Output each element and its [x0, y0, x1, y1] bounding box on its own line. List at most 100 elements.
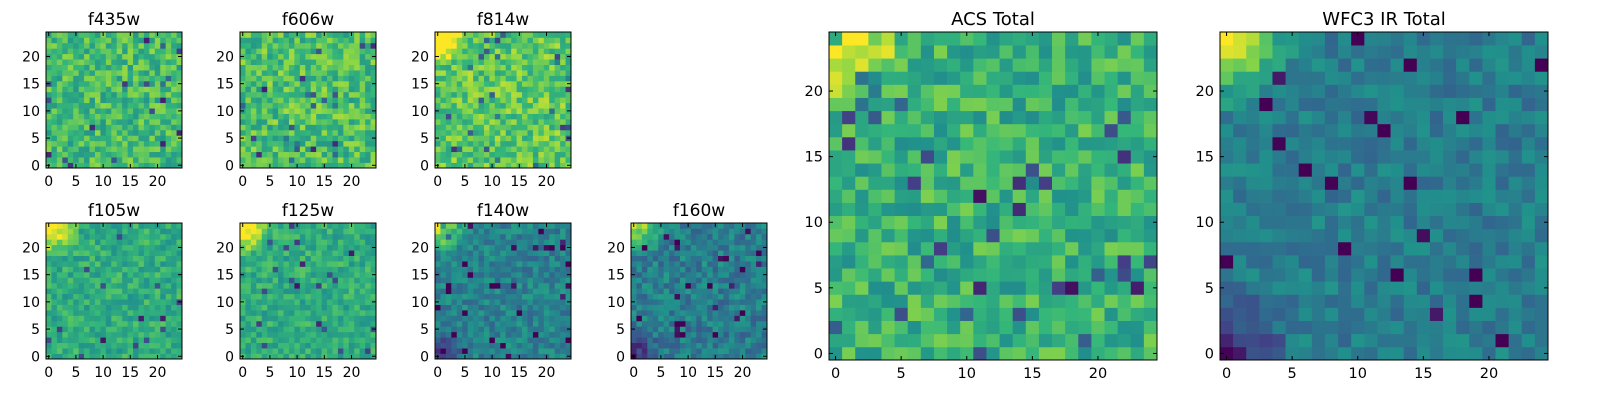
heatmap-cell	[462, 266, 468, 273]
heatmap-cell	[359, 64, 366, 71]
heatmap-cell	[456, 271, 463, 278]
heatmap-cell	[165, 129, 172, 136]
heatmap-cell	[1104, 215, 1118, 230]
heatmap-cell	[272, 70, 279, 76]
heatmap-cell	[256, 320, 263, 327]
heatmap-cell	[256, 288, 263, 295]
heatmap-cell	[960, 150, 974, 164]
heatmap-cell	[171, 37, 177, 44]
heatmap-cell	[261, 304, 268, 311]
heatmap-cell	[483, 102, 490, 109]
heatmap-cell	[138, 113, 145, 120]
heatmap-cell	[894, 255, 909, 269]
heatmap-cell	[920, 228, 935, 243]
heatmap-cell	[240, 320, 246, 327]
heatmap-cell	[245, 157, 252, 163]
heatmap-cell	[554, 64, 561, 71]
heatmap-cell	[294, 304, 301, 311]
heatmap-cell	[272, 266, 279, 273]
heatmap-cell	[440, 250, 447, 256]
heatmap-cell	[67, 42, 74, 49]
heatmap-cell	[489, 239, 496, 246]
heatmap-cell	[245, 151, 252, 158]
heatmap-cell	[907, 202, 922, 217]
heatmap-cell	[327, 293, 333, 300]
heatmap-cell	[723, 228, 730, 235]
heatmap-cell	[1025, 320, 1040, 335]
heatmap-cell	[658, 326, 664, 333]
heatmap-cell	[881, 150, 895, 164]
heatmap-cell	[652, 266, 659, 273]
heatmap-cell	[1065, 346, 1079, 361]
heatmap-cell	[89, 337, 96, 344]
heatmap-cell	[310, 119, 317, 125]
heatmap-cell	[494, 53, 501, 60]
heatmap-cell	[94, 261, 101, 267]
heatmap-cell	[855, 241, 869, 256]
heatmap-cell	[133, 80, 139, 87]
heatmap-cell	[165, 261, 172, 267]
heatmap-cell	[560, 119, 566, 125]
heatmap-cell	[160, 348, 167, 354]
heatmap-cell	[288, 64, 295, 71]
heatmap-cell	[51, 342, 58, 349]
heatmap-cell	[89, 42, 96, 49]
heatmap-cell	[294, 59, 301, 65]
heatmap-cell	[143, 146, 150, 153]
heatmap-cell	[973, 294, 987, 308]
heatmap-cell	[305, 70, 312, 76]
heatmap-cell	[522, 315, 528, 322]
heatmap-cell	[62, 288, 69, 295]
heatmap-cell	[707, 353, 713, 360]
heatmap-cell	[354, 353, 361, 360]
heatmap-cell	[707, 271, 713, 278]
heatmap-cell	[84, 70, 90, 76]
heatmap-cell	[337, 310, 344, 316]
heatmap-cell	[343, 75, 350, 82]
heatmap-cell	[543, 91, 550, 98]
heatmap-cell	[67, 288, 74, 295]
heatmap-cell	[105, 320, 112, 327]
heatmap-cell	[310, 108, 317, 114]
heatmap-cell	[516, 239, 523, 246]
heatmap-cell	[160, 288, 167, 295]
heatmap-cell	[267, 348, 273, 354]
heatmap-cell	[483, 304, 490, 311]
heatmap-cell	[631, 266, 637, 273]
heatmap-cell	[299, 288, 306, 295]
heatmap-cell	[631, 233, 637, 240]
heatmap-cell	[500, 315, 507, 322]
heatmap-cell	[494, 42, 501, 49]
heatmap-cell	[707, 277, 713, 284]
heatmap-cell	[122, 151, 128, 158]
heatmap-cell	[327, 129, 333, 136]
x-tick-label: 15	[510, 365, 528, 381]
heatmap-cell	[143, 326, 150, 333]
heatmap-cell	[435, 233, 441, 240]
heatmap-cell	[160, 64, 167, 71]
heatmap-cell	[750, 342, 757, 349]
heatmap-cell	[337, 288, 344, 295]
heatmap-cell	[84, 337, 90, 344]
heatmap-cell	[176, 342, 183, 349]
heatmap-cell	[250, 342, 257, 349]
heatmap-cell	[1091, 320, 1105, 335]
heatmap-cell	[133, 342, 139, 349]
heatmap-cell	[84, 233, 90, 240]
heatmap-cell	[516, 277, 523, 284]
heatmap-cell	[473, 64, 479, 71]
heatmap-cell	[631, 239, 637, 246]
heatmap-cell	[445, 233, 452, 240]
heatmap-cell	[674, 331, 681, 338]
heatmap-cell	[250, 239, 257, 246]
heatmap-cell	[560, 32, 566, 38]
heatmap-cell	[348, 113, 355, 120]
heatmap-cell	[51, 266, 58, 273]
heatmap-cell	[332, 75, 339, 82]
heatmap-cell	[543, 129, 550, 136]
heatmap-cell	[756, 299, 762, 305]
heatmap-cell	[549, 91, 556, 98]
heatmap-cell	[554, 70, 561, 76]
heatmap-cell	[165, 42, 172, 49]
heatmap-cell	[73, 53, 79, 60]
